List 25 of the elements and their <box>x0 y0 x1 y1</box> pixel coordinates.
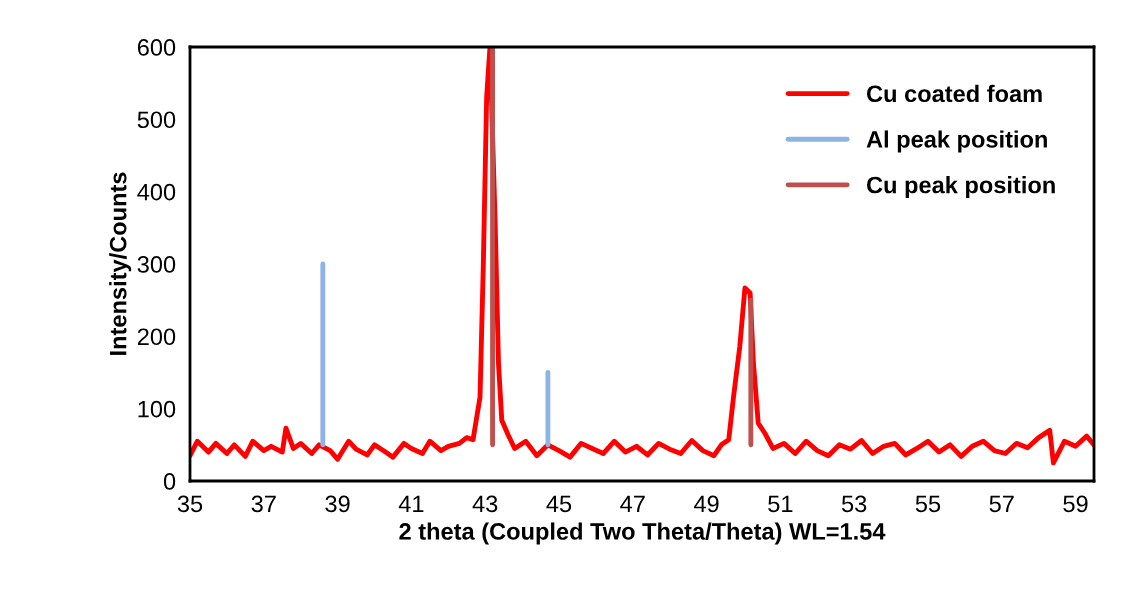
x-tick-label: 49 <box>693 495 719 513</box>
x-tick-label: 35 <box>177 495 203 513</box>
x-axis-title: 2 theta (Coupled Two Theta/Theta) WL=1.54 <box>399 522 886 545</box>
x-tick-label: 39 <box>325 495 350 513</box>
x-tick-label: 47 <box>620 495 645 512</box>
x-tick-label: 37 <box>251 495 276 513</box>
y-tick-label: 500 <box>137 111 176 129</box>
x-tick-label: 53 <box>841 495 867 513</box>
x-tick-label: 41 <box>398 495 424 512</box>
x-tick-label: 55 <box>915 495 941 513</box>
legend-label: Cu peak position <box>866 176 1055 199</box>
y-tick-label: 100 <box>138 400 176 418</box>
y-tick-label: 0 <box>163 473 176 490</box>
y-axis-title: Intensity/Counts <box>109 172 132 355</box>
legend-label: Al peak position <box>866 130 1047 153</box>
y-tick-label: 300 <box>137 256 176 273</box>
x-tick-label: 59 <box>1063 495 1088 513</box>
y-tick-label: 400 <box>137 183 176 201</box>
x-tick-label: 43 <box>472 495 498 513</box>
y-tick-label: 200 <box>137 328 176 346</box>
y-tick-label: 600 <box>137 39 176 56</box>
x-tick-label: 45 <box>546 495 572 513</box>
legend-label: Cu coated foam <box>866 84 1042 103</box>
x-tick-label: 57 <box>989 495 1014 513</box>
x-tick-label: 51 <box>768 495 793 513</box>
